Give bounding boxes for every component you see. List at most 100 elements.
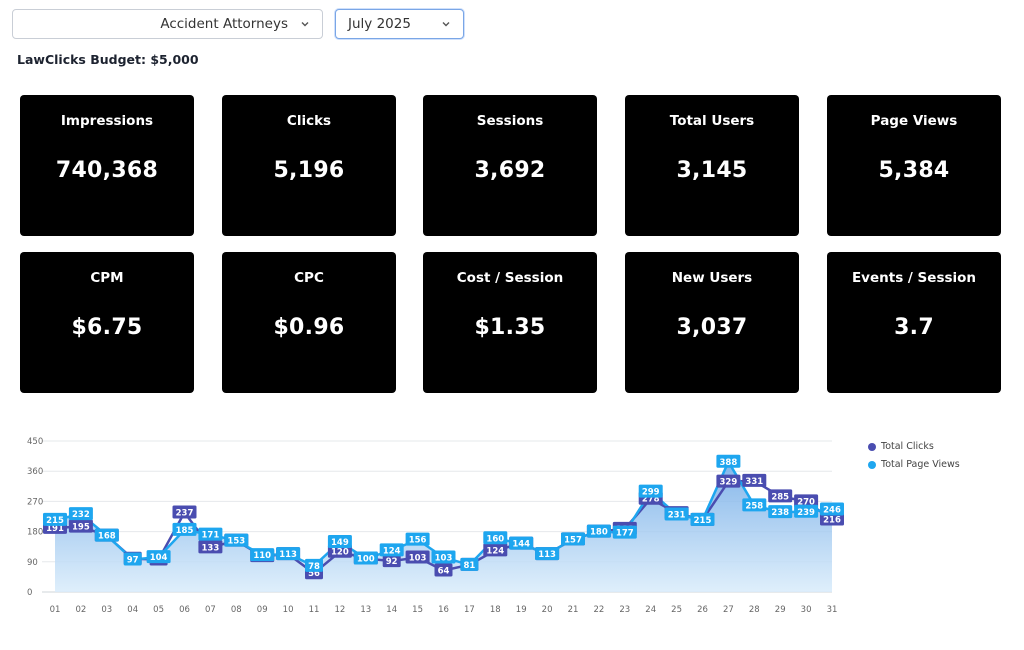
x-tick-label: 27 — [723, 605, 734, 615]
x-tick-label: 05 — [153, 605, 164, 615]
clicks-data-label: 133 — [202, 543, 220, 553]
page-views-data-label-bg — [742, 498, 767, 512]
page-views-data-label: 246 — [823, 505, 841, 515]
y-tick-label: 450 — [27, 437, 43, 447]
kpi-card-new-users: New Users 3,037 — [625, 252, 799, 393]
page-views-data-label: 299 — [642, 488, 660, 498]
daily-traffic-chart: 0 90 180 270 360 450 01 02 03 04 05 06 07 08 09 10 11 12 1… — [27, 437, 844, 615]
page-views-data-label: 100 — [357, 554, 375, 564]
clicks-data-label-bg — [68, 519, 93, 533]
kpi-card-sessions: Sessions 3,692 — [423, 95, 597, 236]
page-views-data-label: 215 — [694, 516, 712, 526]
page-views-data-label-bg — [586, 524, 611, 538]
kpi-card-cost-per-session: Cost / Session $1.35 — [423, 252, 597, 393]
clicks-data-label-bg — [768, 489, 793, 503]
page-views-data-label-bg — [716, 454, 741, 468]
kpi-card-clicks: Clicks 5,196 — [222, 95, 396, 236]
x-tick-label: 24 — [645, 605, 656, 615]
kpi-label: Sessions — [476, 113, 544, 129]
clicks-data-label: 124 — [486, 546, 504, 556]
clicks-data-label: 278 — [642, 495, 660, 505]
page-views-data-label-bg — [460, 557, 479, 571]
x-tick-label: 16 — [438, 605, 449, 615]
page-views-data-label: 177 — [616, 529, 634, 539]
page-views-data-label-bg — [483, 531, 508, 545]
x-tick-label: 19 — [516, 605, 527, 615]
page-views-data-label-bg — [43, 512, 67, 526]
x-tick-label: 11 — [309, 605, 320, 615]
y-tick-label: 0 — [27, 588, 32, 598]
kpi-value: 3,037 — [676, 315, 748, 340]
page-views-data-label-bg — [638, 484, 663, 498]
month-select-value: July 2025 — [348, 16, 411, 32]
x-tick-label: 09 — [257, 605, 268, 615]
x-tick-label: 04 — [127, 605, 138, 615]
page-views-data-label: 185 — [176, 526, 194, 536]
page-views-data-label: 258 — [745, 501, 763, 511]
page-views-data-label: 81 — [463, 561, 475, 571]
page-views-data-label-bg — [379, 543, 404, 557]
page-views-data-label: 232 — [72, 510, 90, 520]
page-views-data-label-bg — [431, 550, 456, 564]
page-views-data-label-bg — [353, 551, 378, 565]
x-tick-label: 18 — [490, 605, 501, 615]
kpi-label: Page Views — [870, 113, 958, 129]
page-views-data-label: 149 — [331, 538, 349, 548]
clicks-data-label-bg — [198, 540, 223, 554]
page-views-data-label-bg — [123, 552, 142, 566]
kpi-card-events-per-session: Events / Session 3.7 — [827, 252, 1001, 393]
page-views-data-label-bg — [509, 536, 534, 550]
y-tick-label: 360 — [27, 467, 43, 477]
page-views-data-label-bg — [172, 522, 197, 536]
page-views-data-label-bg — [794, 504, 819, 518]
page-views-data-label: 171 — [202, 531, 220, 541]
page-views-data-label-bg — [535, 547, 560, 561]
clicks-data-label-bg — [172, 505, 197, 519]
clicks-data-label-bg — [820, 512, 844, 526]
kpi-value: $1.35 — [474, 315, 546, 340]
page-views-data-label-bg — [305, 558, 323, 572]
page-views-data-label-bg — [146, 550, 171, 564]
chevron-down-icon — [301, 22, 309, 27]
x-tick-label: 15 — [412, 605, 423, 615]
month-select[interactable]: July 2025 — [335, 9, 464, 39]
kpi-value: 3,692 — [474, 158, 546, 183]
kpi-card-impressions: Impressions 740,368 — [20, 95, 194, 236]
page-views-data-label: 124 — [383, 546, 401, 556]
page-views-data-label: 160 — [486, 534, 504, 544]
kpi-card-cpm: CPM $6.75 — [20, 252, 194, 393]
kpi-card-page-views: Page Views 5,384 — [827, 95, 1001, 236]
page-views-data-label-bg — [561, 532, 585, 546]
page-views-data-label-bg — [327, 535, 352, 549]
clicks-data-label: 103 — [409, 553, 427, 563]
kpi-label: Impressions — [60, 113, 154, 129]
page-views-data-label-bg — [94, 528, 119, 542]
y-tick-label: 180 — [27, 528, 43, 538]
legend-label: Total Clicks — [881, 441, 934, 452]
x-tick-label: 25 — [671, 605, 682, 615]
page-views-data-label: 156 — [409, 536, 427, 546]
kpi-value: $0.96 — [273, 315, 345, 340]
x-tick-label: 13 — [360, 605, 371, 615]
x-tick-label: 17 — [464, 605, 475, 615]
clicks-data-label: 56 — [308, 569, 320, 579]
clicks-data-label-bg — [742, 473, 767, 487]
x-tick-label: 26 — [697, 605, 708, 615]
kpi-value: 3.7 — [894, 315, 934, 340]
kpi-label: CPM — [90, 270, 124, 286]
clicks-data-label: 329 — [720, 478, 738, 488]
clicks-data-label: 92 — [386, 557, 398, 567]
legend-item-clicks[interactable]: Total Clicks — [868, 441, 934, 452]
page-views-data-label: 113 — [279, 550, 297, 560]
page-views-data-label: 78 — [308, 562, 320, 572]
x-tick-label: 06 — [179, 605, 190, 615]
kpi-label: Cost / Session — [456, 270, 564, 286]
x-tick-label: 14 — [386, 605, 397, 615]
clicks-data-label: 195 — [72, 523, 90, 533]
firm-select[interactable]: Accident Attorneys — [12, 9, 323, 39]
page-views-data-label: 153 — [227, 537, 245, 547]
y-tick-label: 90 — [27, 558, 38, 568]
legend-item-page-views[interactable]: Total Page Views — [868, 459, 960, 470]
page-views-data-label: 144 — [512, 540, 530, 550]
page-views-data-label-bg — [198, 527, 223, 541]
